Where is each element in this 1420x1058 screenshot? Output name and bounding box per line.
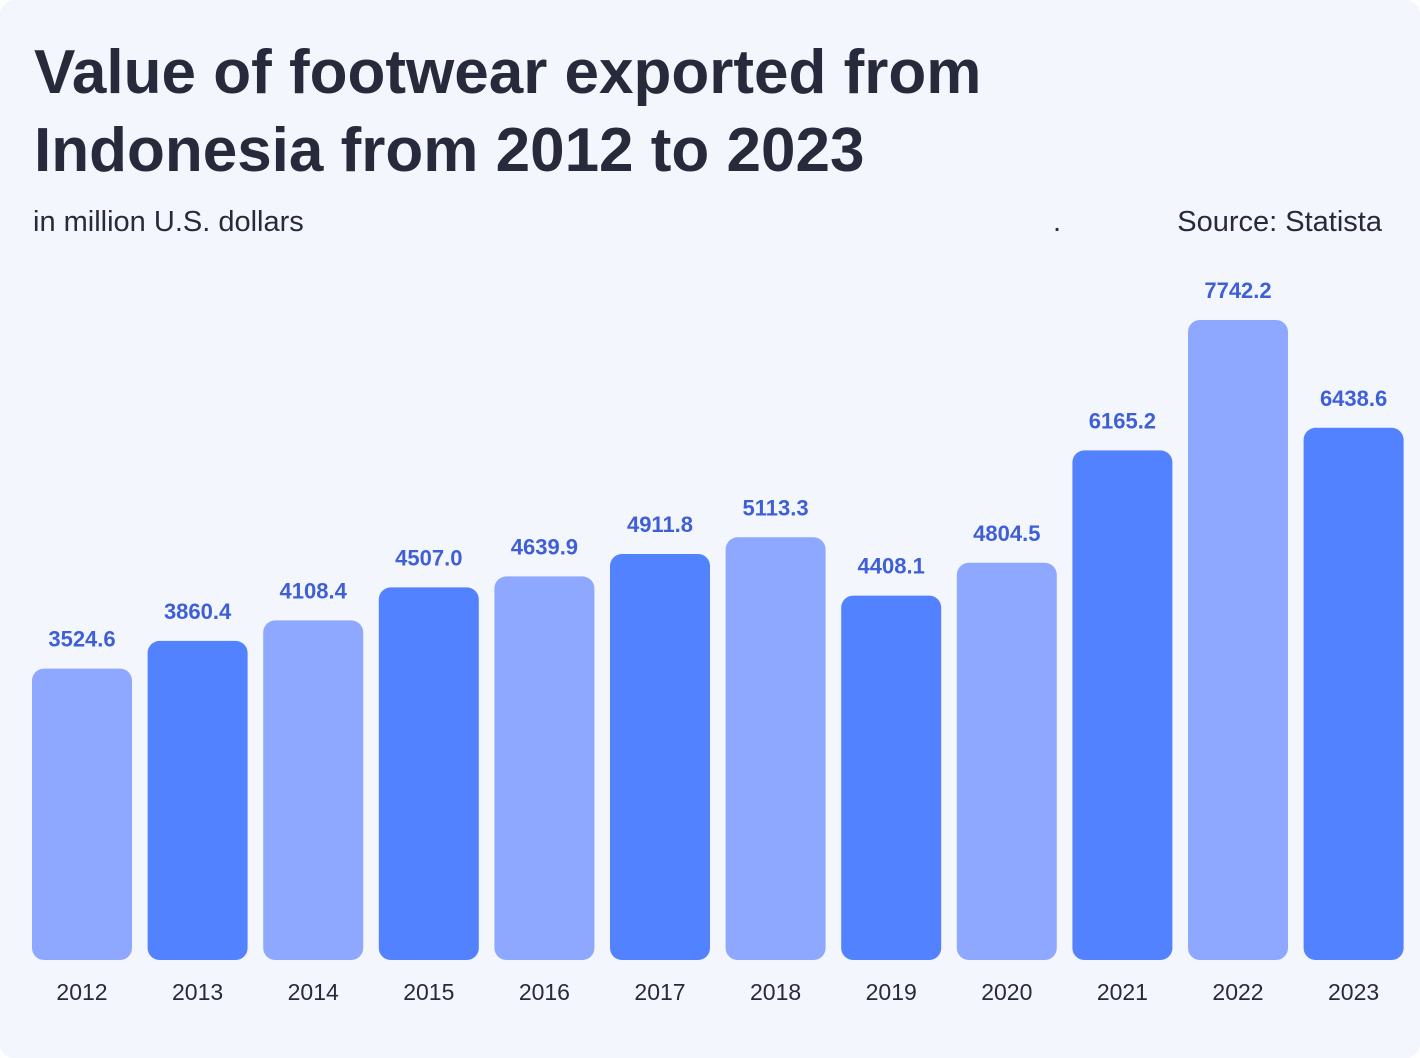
bar-2013 <box>147 640 248 960</box>
x-tick-label-2014: 2014 <box>288 979 339 1005</box>
bars-group <box>32 320 1404 960</box>
x-tick-label-2016: 2016 <box>519 979 570 1005</box>
value-label-2019: 4408.1 <box>858 554 925 579</box>
value-label-2021: 6165.2 <box>1089 408 1156 433</box>
x-tick-label-2020: 2020 <box>981 979 1032 1005</box>
x-tick-label-2019: 2019 <box>866 979 917 1005</box>
bar-2015 <box>378 587 479 960</box>
source-label: Source: Statista <box>1177 206 1382 238</box>
x-tick-label-2021: 2021 <box>1097 979 1148 1005</box>
bar-2014 <box>263 620 364 960</box>
x-tick-label-2023: 2023 <box>1328 979 1379 1005</box>
separator-dot: . <box>1053 206 1062 238</box>
value-labels-group: 3524.6 3860.4 4108.4 4507.0 4639.9 4911.8 5113… <box>48 278 1387 652</box>
value-label-2015: 4507.0 <box>395 545 462 570</box>
value-label-2020: 4804.5 <box>973 521 1040 546</box>
value-label-2016: 4639.9 <box>511 534 578 559</box>
chart-subtitle: in million U.S. dollars <box>33 206 304 238</box>
value-label-2023: 6438.6 <box>1320 386 1387 411</box>
value-label-2022: 7742.2 <box>1204 278 1271 303</box>
bar-2012 <box>32 668 132 960</box>
value-label-2014: 4108.4 <box>280 578 348 603</box>
bar-2016 <box>494 576 595 960</box>
bar-2019 <box>841 595 942 960</box>
value-label-2018: 5113.3 <box>743 495 809 520</box>
x-tick-label-2015: 2015 <box>403 979 454 1005</box>
value-label-2013: 3860.4 <box>164 599 232 624</box>
bar-2023 <box>1303 427 1404 960</box>
bar-2022 <box>1188 320 1288 960</box>
bar-2017 <box>610 554 710 960</box>
x-tick-label-2012: 2012 <box>56 979 107 1005</box>
bar-2021 <box>1072 450 1173 960</box>
x-tick-label-2017: 2017 <box>634 979 685 1005</box>
x-axis-tick-labels: 2012 2013 2014 2015 2016 2017 2018 2019 2020 2021… <box>56 979 1379 1005</box>
x-tick-label-2013: 2013 <box>172 979 223 1005</box>
value-label-2017: 4911.8 <box>627 512 693 537</box>
bar-2018 <box>725 537 826 960</box>
value-label-2012: 3524.6 <box>48 627 115 652</box>
x-tick-label-2018: 2018 <box>750 979 801 1005</box>
bar-2020 <box>956 562 1057 960</box>
chart-title: Value of footwear exported from Indonesi… <box>34 38 982 185</box>
x-tick-label-2022: 2022 <box>1212 979 1263 1005</box>
